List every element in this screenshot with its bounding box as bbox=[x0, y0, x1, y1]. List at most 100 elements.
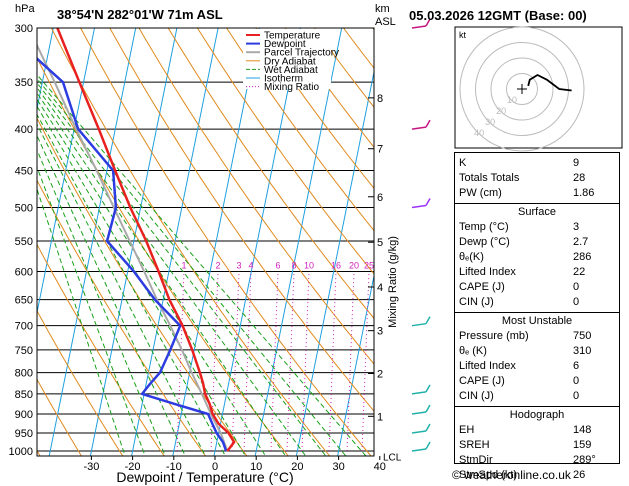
index-row: PW (cm) 1.86 bbox=[455, 186, 619, 201]
wet-adiabat bbox=[37, 148, 166, 456]
mixing-ratio-label: 6 bbox=[275, 261, 280, 271]
index-label: PW (cm) bbox=[459, 187, 502, 199]
temperature-line bbox=[56, 28, 236, 452]
km-label: km bbox=[375, 3, 390, 15]
legend-entry: Dry Adiabat bbox=[264, 56, 316, 67]
index-value: 310 bbox=[573, 345, 592, 357]
index-value: 2.7 bbox=[573, 236, 589, 248]
x-tick-label: -30 bbox=[83, 461, 99, 473]
pressure-tick-label: 650 bbox=[15, 295, 33, 307]
wind-barbs bbox=[411, 18, 431, 452]
date-label: 05.03.2026 12GMT (Base: 00) bbox=[409, 8, 587, 23]
wind-barb bbox=[411, 411, 427, 415]
index-row: CIN (J) 0 bbox=[455, 389, 619, 404]
pressure-tick-label: 450 bbox=[15, 165, 33, 177]
index-row: SREH 159 bbox=[455, 438, 619, 453]
hpa-label: hPa bbox=[15, 3, 35, 15]
hodograph-ring bbox=[459, 26, 585, 152]
wind-barb bbox=[411, 204, 427, 209]
index-label: Temp (°C) bbox=[459, 221, 509, 233]
index-label: StmDir bbox=[459, 454, 493, 466]
parcel-trajectory-line bbox=[37, 43, 229, 452]
x-axis-label: Dewpoint / Temperature (°C) bbox=[116, 469, 293, 485]
hodograph-ring bbox=[475, 42, 569, 136]
pressure-tick-label: 300 bbox=[15, 23, 33, 35]
pressure-tick-label: 850 bbox=[15, 389, 33, 401]
km-tick-label: 3 bbox=[377, 326, 383, 338]
mixing-ratio-label: 8 bbox=[291, 261, 296, 271]
index-label: Lifted Index bbox=[459, 266, 516, 278]
km-tick-label: 1 bbox=[377, 411, 383, 423]
wind-barb bbox=[411, 322, 427, 327]
legend-entry: Mixing Ratio bbox=[264, 82, 319, 93]
lcl-label: LCL bbox=[383, 453, 402, 464]
index-label: CAPE (J) bbox=[459, 281, 505, 293]
wind-barb-flag bbox=[425, 404, 431, 413]
index-value: 159 bbox=[573, 439, 592, 451]
index-value: 3 bbox=[573, 221, 580, 233]
wind-barb bbox=[411, 448, 427, 452]
pressure-tick-label: 750 bbox=[15, 345, 33, 357]
pressure-tick-label: 900 bbox=[15, 409, 33, 421]
index-value: 22 bbox=[573, 266, 586, 278]
wet-adiabat bbox=[37, 165, 146, 456]
dewpoint-line bbox=[37, 57, 228, 452]
hodograph-title: Hodograph bbox=[509, 409, 565, 421]
index-row: Temp (°C) 3 bbox=[455, 220, 619, 235]
location-title: 38°54'N 282°01'W 71m ASL bbox=[57, 7, 223, 22]
index-label: K bbox=[459, 157, 467, 169]
pressure-tick-label: 1000 bbox=[9, 446, 33, 458]
legend-entry: Wet Adiabat bbox=[264, 65, 318, 76]
index-value: 289° bbox=[573, 454, 596, 466]
mixing-ratio-label: 25 bbox=[364, 261, 374, 271]
hodograph-unit: kt bbox=[459, 30, 467, 40]
most-unstable-title: Most Unstable bbox=[501, 315, 573, 327]
hodograph-ring-label: 10 bbox=[507, 95, 517, 105]
index-row: StmSpd (kt) 26 bbox=[455, 468, 619, 483]
x-tick-label: -20 bbox=[125, 461, 141, 473]
isotherm-line bbox=[337, 273, 374, 456]
wind-barb-flag bbox=[425, 18, 431, 27]
index-value: 0 bbox=[573, 281, 580, 293]
x-tick-label: 10 bbox=[250, 461, 262, 473]
legend-entry: Temperature bbox=[264, 31, 321, 42]
wet-adiabat bbox=[37, 134, 186, 456]
x-tick-label: 30 bbox=[332, 461, 344, 473]
mixing-ratio-label: 10 bbox=[304, 261, 314, 271]
index-row: CAPE (J) 0 bbox=[455, 374, 619, 389]
index-value: 0 bbox=[573, 296, 580, 308]
pressure-tick-label: 500 bbox=[15, 202, 33, 214]
index-value: 26 bbox=[573, 469, 586, 481]
dry-adiabat bbox=[255, 28, 374, 190]
index-label: Dewp (°C) bbox=[459, 236, 510, 248]
mixing-ratio-line bbox=[361, 271, 370, 452]
wind-barb-flag bbox=[425, 198, 431, 206]
wet-adiabat bbox=[37, 187, 126, 456]
dry-adiabat bbox=[226, 28, 374, 232]
wind-barb-flag bbox=[425, 441, 431, 450]
dry-adiabat bbox=[37, 243, 165, 456]
index-row: Totals Totals 28 bbox=[455, 171, 619, 186]
dry-adiabat bbox=[284, 28, 374, 149]
pressure-tick-label: 600 bbox=[15, 267, 33, 279]
wind-barb-flag bbox=[425, 316, 431, 325]
asl-label: ASL bbox=[375, 16, 396, 28]
mixing-ratio-label: 3 bbox=[236, 261, 241, 271]
km-tick-label: 4 bbox=[377, 282, 383, 294]
hodograph-ring-label: 40 bbox=[474, 128, 484, 138]
mixing-ratio-label: 20 bbox=[349, 261, 359, 271]
index-value: 286 bbox=[573, 251, 592, 263]
dry-adiabat bbox=[80, 28, 372, 456]
isotherm-line bbox=[37, 28, 54, 112]
wind-barb-flag bbox=[425, 119, 431, 128]
wet-adiabat bbox=[37, 98, 267, 456]
hodograph-ring bbox=[490, 57, 554, 121]
dry-adiabat bbox=[138, 28, 374, 365]
mixing-ratio-line bbox=[328, 271, 337, 452]
wet-adiabat bbox=[37, 92, 287, 456]
index-value: 0 bbox=[573, 375, 580, 387]
